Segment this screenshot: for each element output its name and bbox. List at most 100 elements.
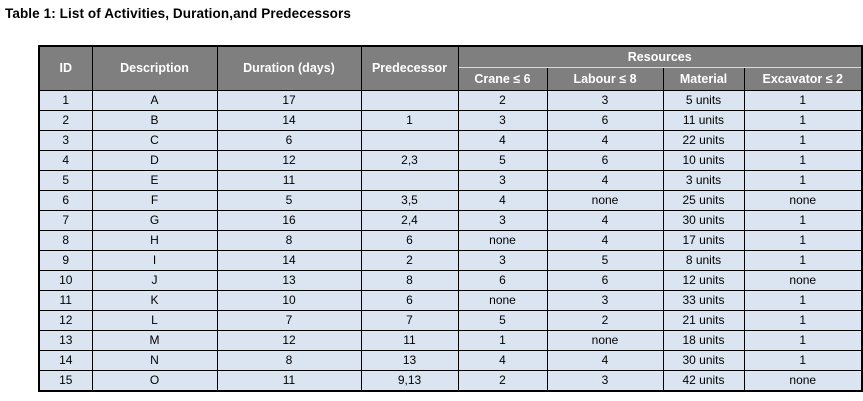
col-header-crane: Crane ≤ 6 — [457, 66, 548, 91]
table-row: 5 E 11 3 4 3 units 1 — [38, 169, 863, 191]
table-cell: 10 — [216, 289, 362, 311]
table-cell: 1 — [743, 149, 863, 171]
table-row: 2 B 14 1 3 6 11 units 1 — [38, 109, 863, 131]
table-cell: 25 units — [662, 189, 745, 211]
table-cell: H — [91, 229, 218, 251]
table-cell: 1 — [457, 329, 548, 351]
table-cell: 1 — [743, 329, 863, 351]
table-cell: none — [457, 289, 548, 311]
table-cell: 8 — [216, 229, 362, 251]
table-cell: 4 — [546, 209, 664, 231]
table-cell: none — [457, 229, 548, 251]
table-cell: 1 — [743, 309, 863, 331]
header-row-top: ID Description Duration (days) Predecess… — [38, 45, 863, 91]
table-cell: C — [91, 129, 218, 151]
table-cell: 11 — [38, 289, 93, 311]
table-cell: 4 — [38, 149, 93, 171]
table-cell: 12 — [216, 329, 362, 351]
table-cell: 5 — [546, 249, 664, 271]
table-cell: 4 — [546, 169, 664, 191]
table-cell: 9 — [38, 249, 93, 271]
table-row: 4 D 12 2,3 5 6 10 units 1 — [38, 149, 863, 171]
table-cell: 3 — [38, 129, 93, 151]
table-cell: 8 — [38, 229, 93, 251]
table-cell: 9,13 — [360, 369, 459, 391]
table-cell: none — [546, 329, 664, 351]
col-header-predecessor: Predecessor — [360, 45, 459, 91]
table-cell: 6 — [360, 229, 459, 251]
table-cell: 1 — [743, 169, 863, 191]
col-header-labour: Labour ≤ 8 — [546, 66, 664, 91]
table-cell: B — [91, 109, 218, 131]
table-cell: 7 — [360, 309, 459, 331]
table-cell: 42 units — [662, 369, 745, 391]
table-cell: J — [91, 269, 218, 291]
table-cell: 8 — [360, 269, 459, 291]
table-cell — [360, 169, 459, 191]
table-cell: 1 — [360, 109, 459, 131]
table-cell: 10 — [38, 269, 93, 291]
table-cell: none — [743, 269, 863, 291]
table-cell: 3 — [457, 249, 548, 271]
table-row: 10 J 13 8 6 6 12 units none — [38, 269, 863, 291]
table-cell: 4 — [546, 349, 664, 371]
table-cell: 30 units — [662, 349, 745, 371]
header-row-sub: Crane ≤ 6 Labour ≤ 8 Material Excavator … — [39, 66, 863, 91]
table-cell: 13 — [38, 329, 93, 351]
table-cell: 16 — [216, 209, 362, 231]
table-cell: 2 — [38, 109, 93, 131]
table-cell: 1 — [743, 129, 863, 151]
table-cell: O — [91, 369, 218, 391]
table-cell — [360, 89, 459, 111]
table-cell: 3 — [546, 89, 664, 111]
table-cell: 2,4 — [360, 209, 459, 231]
table-cell: 5 units — [662, 89, 745, 111]
table-cell: 5 — [216, 189, 362, 211]
col-header-description: Description — [91, 45, 218, 91]
table-cell: D — [91, 149, 218, 171]
col-header-material: Material — [662, 66, 745, 91]
table-cell: 5 — [457, 309, 548, 331]
table-cell: 2 — [457, 369, 548, 391]
table-cell: 14 — [216, 109, 362, 131]
table-cell: 3 — [457, 209, 548, 231]
table-cell: 2,3 — [360, 149, 459, 171]
table-row: 15 O 11 9,13 2 3 42 units none — [38, 369, 863, 391]
table-cell: N — [91, 349, 218, 371]
table-row: 3 C 6 4 4 22 units 1 — [38, 129, 863, 151]
table-row: 6 F 5 3,5 4 none 25 units none — [38, 189, 863, 211]
table-cell: 13 — [216, 269, 362, 291]
table-cell: A — [91, 89, 218, 111]
table-cell: 6 — [457, 269, 548, 291]
table-cell: 1 — [743, 89, 863, 111]
table-cell: 14 — [38, 349, 93, 371]
table-cell: 22 units — [662, 129, 745, 151]
col-header-resources-group: Resources — [457, 45, 863, 68]
table-cell: 15 — [38, 369, 93, 391]
table-cell: 11 — [360, 329, 459, 351]
table-cell: 7 — [216, 309, 362, 331]
table-cell: 3 units — [662, 169, 745, 191]
table-cell: 4 — [457, 189, 548, 211]
table-cell: 3 — [457, 109, 548, 131]
table-cell: 11 — [216, 369, 362, 391]
table-cell: 3 — [546, 369, 664, 391]
table-cell: 4 — [546, 129, 664, 151]
table-cell: 4 — [457, 349, 548, 371]
table-cell: L — [91, 309, 218, 331]
table-row: 7 G 16 2,4 3 4 30 units 1 — [38, 209, 863, 231]
table-cell: 6 — [216, 129, 362, 151]
table-cell: none — [546, 189, 664, 211]
table-row: 8 H 8 6 none 4 17 units 1 — [38, 229, 863, 251]
table-cell: E — [91, 169, 218, 191]
table-title: Table 1: List of Activities, Duration,an… — [5, 6, 351, 21]
table-cell: none — [743, 189, 863, 211]
table-cell: 5 — [38, 169, 93, 191]
table-cell: 6 — [38, 189, 93, 211]
table-row: 1 A 17 2 3 5 units 1 — [38, 89, 863, 111]
table-cell: 21 units — [662, 309, 745, 331]
table-row: 13 M 12 11 1 none 18 units 1 — [38, 329, 863, 351]
table-row: 9 I 14 2 3 5 8 units 1 — [38, 249, 863, 271]
table-cell: 33 units — [662, 289, 745, 311]
table-cell: none — [743, 369, 863, 391]
